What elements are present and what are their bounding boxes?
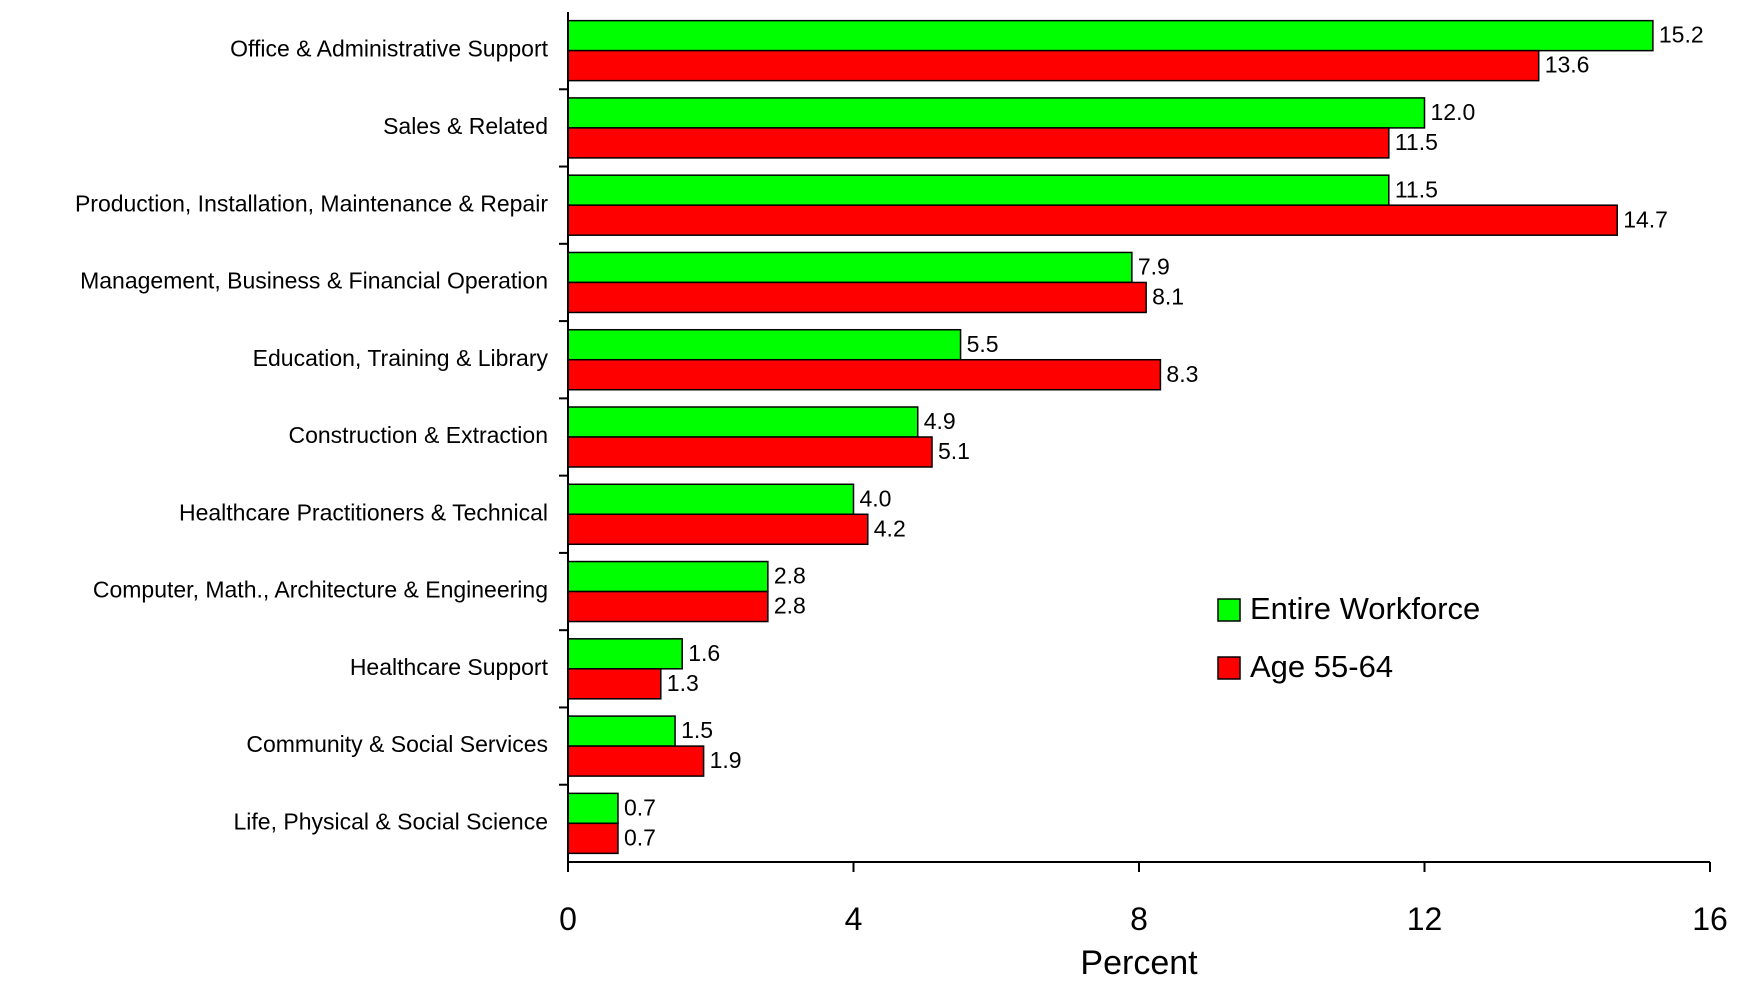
data-label: 11.5 [1395,176,1438,202]
bar-entire-workforce [567,715,676,747]
bar-age-55-64 [567,436,933,468]
bar-age-55-64 [567,127,1390,159]
category-label: Healthcare Support [350,654,549,680]
data-label: 8.3 [1166,361,1198,387]
category-label: Computer, Math., Architecture & Engineer… [93,577,548,603]
legend: Entire Workforce Age 55-64 [1217,591,1480,684]
legend-swatch [1217,598,1241,622]
legend-swatch [1217,656,1241,680]
data-label: 12.0 [1431,99,1476,125]
data-label: 4.9 [924,408,956,434]
bar-age-55-64 [567,513,869,546]
x-tick-label: 4 [845,901,863,937]
data-label: 7.9 [1138,254,1170,280]
bar-age-55-64 [567,281,1147,314]
x-tick-label: 0 [559,901,577,937]
data-label: 1.3 [667,670,699,696]
bar-age-55-64 [567,745,705,777]
category-label: Healthcare Practitioners & Technical [179,499,548,525]
data-label: 11.5 [1395,129,1438,155]
bar-entire-workforce [567,792,619,825]
category-label: Production, Installation, Maintenance & … [75,190,548,216]
category-label: Construction & Extraction [288,422,548,448]
category-label: Education, Training & Library [253,345,549,371]
category-label: Community & Social Services [246,731,548,757]
value-labels: 15.2 13.6 12.0 11.5 11.5 14.7 7.9 8.1 5.5 8.3 4.9 5… [624,22,1704,851]
data-label: 15.2 [1659,22,1704,48]
bar-entire-workforce [567,328,962,361]
data-label: 1.5 [681,717,713,743]
data-label: 0.7 [624,794,656,820]
category-label: Sales & Related [383,113,548,139]
x-axis-ticks: 0 4 8 12 16 [559,88,1728,937]
data-label: 14.7 [1623,206,1668,232]
bar-entire-workforce [567,638,683,670]
bar-entire-workforce [567,174,1390,206]
data-label: 2.8 [774,593,806,619]
data-label: 4.2 [874,515,906,541]
data-label: 0.7 [624,824,656,850]
data-label: 2.8 [774,563,806,589]
data-label: 1.6 [688,640,720,666]
bars-layer [567,19,1654,855]
data-label: 8.1 [1152,284,1184,310]
bar-age-55-64 [567,204,1618,236]
bar-entire-workforce [567,406,919,438]
category-label: Management, Business & Financial Operati… [80,268,548,294]
bar-age-55-64 [567,822,619,855]
legend-label: Age 55-64 [1250,649,1393,684]
bar-age-55-64 [567,49,1540,82]
category-label: Office & Administrative Support [230,36,548,62]
category-label: Life, Physical & Social Science [234,808,549,834]
bar-age-55-64 [567,668,662,700]
bar-entire-workforce [567,97,1426,129]
x-axis-title: Percent [1080,944,1198,982]
data-label: 5.1 [938,438,970,464]
x-tick-label: 12 [1407,901,1443,937]
bar-entire-workforce [567,19,1654,52]
data-label: 5.5 [967,331,999,357]
category-labels: Office & Administrative Support Sales & R… [75,36,549,835]
x-tick-label: 8 [1130,901,1148,937]
legend-label: Entire Workforce [1250,591,1480,626]
x-tick-label: 16 [1692,901,1728,937]
bar-entire-workforce [567,560,769,593]
data-label: 13.6 [1545,52,1590,78]
bar-entire-workforce [567,483,855,516]
data-label: 4.0 [860,485,892,511]
bar-age-55-64 [567,590,769,623]
bar-age-55-64 [567,358,1162,391]
bar-entire-workforce [567,251,1133,284]
data-label: 1.9 [710,747,742,773]
